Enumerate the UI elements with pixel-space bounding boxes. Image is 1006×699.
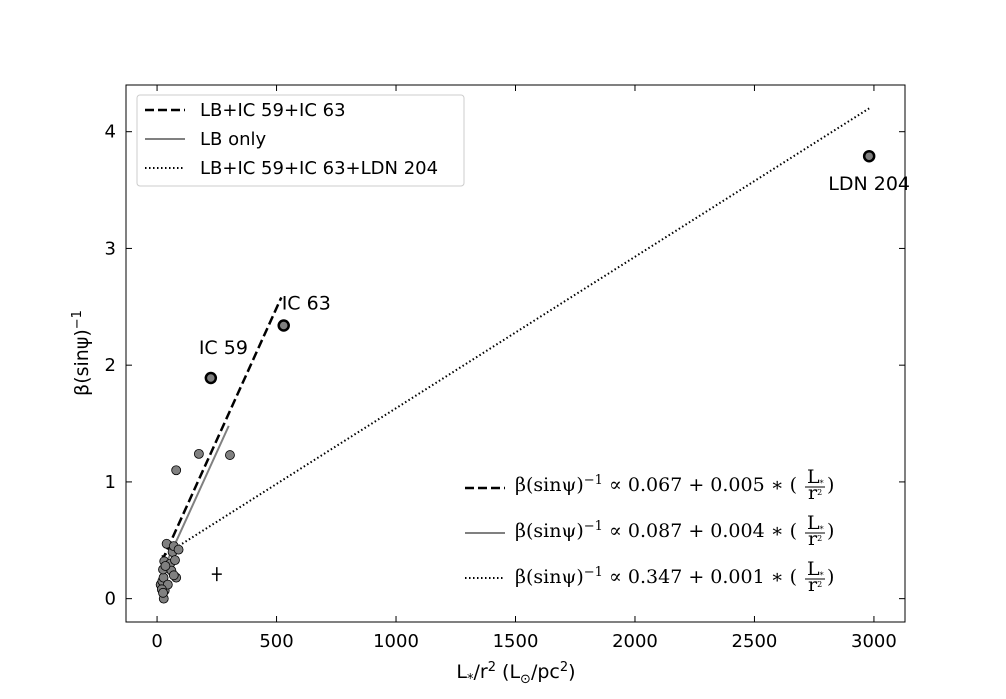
- annotation-ic-59: IC 59: [199, 337, 248, 359]
- lb-point: [170, 555, 180, 566]
- data-points: [155, 149, 876, 604]
- x-tick-label: 2000: [612, 631, 658, 652]
- y-tick-label: 4: [105, 122, 116, 143]
- y-tick-label: 0: [105, 589, 116, 610]
- lb-point: [173, 544, 184, 555]
- lb-point: [168, 570, 179, 581]
- equation-3: β(sinψ)−1 ∝ 0.347 + 0.001 ∗ (: [515, 565, 797, 589]
- x-tick-label: 3000: [851, 631, 897, 652]
- legend: LB+IC 59+IC 63 LB only LB+IC 59+IC 63+LD…: [136, 94, 465, 187]
- lb-point: [158, 587, 168, 598]
- legend-frame: [136, 94, 465, 187]
- eq2-frac-den: r2: [808, 528, 822, 550]
- x-tick-label: 1500: [493, 631, 539, 652]
- cloud-point: [862, 149, 876, 163]
- axis-ticks: 0 500 1000 1500 2000 2500 3000 0 1 2 3 4: [105, 85, 905, 652]
- lb-point: [160, 561, 171, 571]
- lb-point: [193, 448, 204, 459]
- x-axis-label: L*/r2 (L⊙/pc2): [456, 660, 575, 688]
- cloud-point: [277, 319, 290, 332]
- y-tick-label: 2: [105, 355, 116, 376]
- x-tick-label: 2500: [732, 631, 778, 652]
- x-tick-label: 1000: [373, 631, 419, 652]
- equation-1: β(sinψ)−1 ∝ 0.067 + 0.005 ∗ (: [515, 473, 797, 497]
- error-bar-marker: [211, 567, 222, 582]
- equation-3-fraction: L* r2 ): [805, 558, 834, 596]
- equation-1-fraction: L* r2 ): [805, 466, 834, 504]
- x-tick-label: 500: [259, 631, 293, 652]
- y-axis-label: β(sinψ)−1: [70, 310, 94, 396]
- x-tick-label: 0: [151, 631, 162, 652]
- cloud-point: [204, 371, 218, 385]
- fit-equations: β(sinψ)−1 ∝ 0.067 + 0.005 ∗ ( L* r2 ) β(…: [465, 466, 834, 596]
- eq3-close: ): [827, 566, 834, 588]
- annotation-ldn-204: LDN 204: [828, 173, 910, 195]
- eq2-frac-num: L*: [807, 512, 824, 534]
- legend-label-2: LB only: [200, 129, 267, 150]
- eq2-close: ): [827, 520, 834, 542]
- legend-label-3: LB+IC 59+IC 63+LDN 204: [200, 158, 438, 179]
- y-tick-label: 3: [105, 238, 116, 259]
- equation-2: β(sinψ)−1 ∝ 0.087 + 0.004 ∗ (: [515, 519, 797, 543]
- lb-point: [225, 450, 235, 460]
- legend-label-1: LB+IC 59+IC 63: [200, 100, 346, 121]
- eq3-frac-den: r2: [808, 574, 822, 596]
- fit-line-dashed: [160, 296, 283, 562]
- eq1-frac-num: L*: [807, 466, 824, 488]
- equation-2-fraction: L* r2 ): [805, 512, 834, 550]
- lb-point: [171, 465, 182, 476]
- annotation-ic-63: IC 63: [282, 292, 331, 314]
- y-tick-label: 1: [105, 472, 116, 493]
- eq1-close: ): [827, 474, 834, 496]
- cloud-annotations: IC 59 IC 63 LDN 204: [199, 173, 910, 359]
- eq3-frac-num: L*: [807, 558, 824, 580]
- eq1-frac-den: r2: [808, 482, 822, 504]
